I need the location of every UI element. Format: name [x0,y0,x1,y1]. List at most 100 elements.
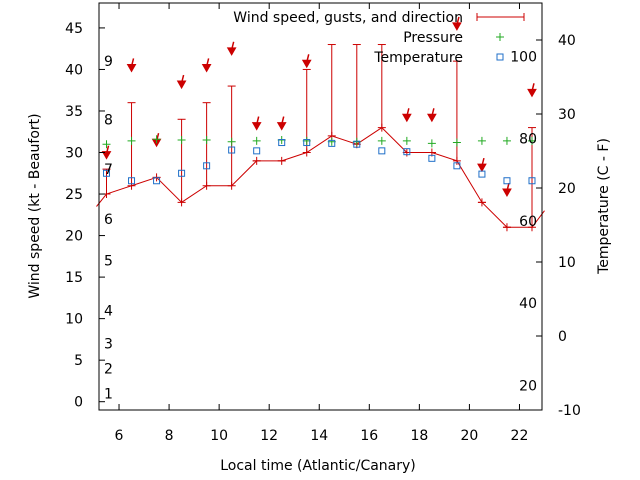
x-axis-title: Local time (Atlantic/Canary) [220,458,416,474]
pressure-point [252,136,261,145]
temperature-point [303,139,311,147]
legend-label-temperature: Temperature [373,50,463,66]
x-tick-label: 14 [310,428,328,444]
temperature-point [403,148,411,156]
temperature-point [328,139,336,147]
beaufort-label: 5 [104,253,113,269]
wind-direction-arrow [401,108,412,123]
x-tick-label: 6 [115,428,124,444]
wind-direction-arrow [452,16,462,31]
legend-sample-pressure [496,33,504,41]
wind-speed-point [452,156,461,165]
wind-speed-point [527,223,536,232]
y-left-tick-label: 20 [65,229,83,245]
pressure-point [102,140,111,149]
y-axis-left-title: Wind speed (kt - Beaufort) [27,113,43,298]
temperature-point [353,140,361,148]
y-left-tick-label: 5 [74,353,83,369]
temperature-point [528,177,536,185]
plot-frame [98,2,543,411]
wind-direction-arrow [427,108,437,123]
temperature-point [378,147,386,155]
wind-direction-arrow [251,116,262,131]
fahrenheit-label: 20 [519,378,537,394]
y-left-tick-label: 30 [65,146,83,162]
fahrenheit-label: 40 [519,296,537,312]
pressure-point [402,136,411,145]
y-left-tick-label: 45 [65,21,83,37]
y-right-tick-label: -10 [558,403,581,419]
wind-direction-arrow [101,145,112,160]
x-tick-label: 20 [461,428,479,444]
beaufort-label: 4 [104,303,113,319]
pressure-point [427,139,436,148]
y-left-tick-label: 0 [74,395,83,411]
wind-speed-point [252,156,261,165]
wind-speed-point [127,181,136,190]
legend: Wind speed, gusts, and direction Pressur… [233,10,525,66]
y-left-tick-label: 40 [65,62,83,78]
x-tick-label: 10 [210,428,228,444]
y-right-tick-label: 10 [558,255,576,271]
wind-direction-arrow [301,54,312,69]
wind-direction-arrow [502,182,512,198]
wind-direction-arrow [477,157,487,173]
pressure-point [477,136,486,145]
pressure-point [377,136,386,145]
pressure-point [152,135,161,144]
beaufort-label: 3 [104,337,113,353]
pressure-point [177,136,186,145]
temperature-point [278,139,286,147]
temperature-point [103,169,111,177]
temperature-point [503,177,511,185]
temperature-point [453,162,461,170]
pressure-point [127,136,136,145]
wind-speed-point [377,123,386,132]
wind-speed-point [502,223,511,232]
beaufort-label: 1 [104,386,113,402]
x-tick-label: 16 [360,428,378,444]
beaufort-label: 8 [104,112,113,128]
legend-sample-temperature [496,53,504,61]
legend-label-wind: Wind speed, gusts, and direction [233,10,463,26]
x-tick-label: 18 [410,428,428,444]
wind-speed-point [202,181,211,190]
fahrenheit-label: 80 [519,132,537,148]
y-axis-right-title: Temperature (C - F) [596,138,612,275]
temperature-point [203,162,211,170]
y-right-tick-label: 40 [558,33,576,49]
fahrenheit-label: 60 [519,214,537,230]
wind-speed-point [277,156,286,165]
y-left-tick-label: 35 [65,104,83,120]
pressure-point [202,136,211,145]
y-left-tick-label: 25 [65,187,83,203]
y-left-tick-label: 15 [65,270,83,286]
y-right-tick-label: 0 [558,329,567,345]
wind-direction-arrow [276,116,287,131]
y-left-tick-label: 10 [65,312,83,328]
beaufort-label: 6 [104,212,113,228]
wind-speed-point [302,148,311,157]
temperature-point [153,177,161,185]
pressure-point [502,136,511,145]
x-tick-label: 8 [165,428,174,444]
pressure-point [227,137,236,146]
x-tick-label: 12 [260,428,278,444]
temperature-point [253,147,261,155]
beaufort-label: 2 [104,361,113,377]
temperature-point [128,177,136,185]
legend-label-pressure: Pressure [403,30,463,46]
fahrenheit-label: 100 [510,49,537,65]
pressure-point [527,136,536,145]
wind-direction-arrow [201,58,212,73]
wind-direction-arrow [226,41,237,56]
wind-speed-point [227,181,236,190]
x-tick-label: 22 [511,428,529,444]
pressure-point [452,138,461,147]
wind-speed-line [96,126,545,228]
wind-direction-arrow [176,74,187,90]
wind-speed-point [477,198,486,207]
temperature-point [228,146,236,154]
